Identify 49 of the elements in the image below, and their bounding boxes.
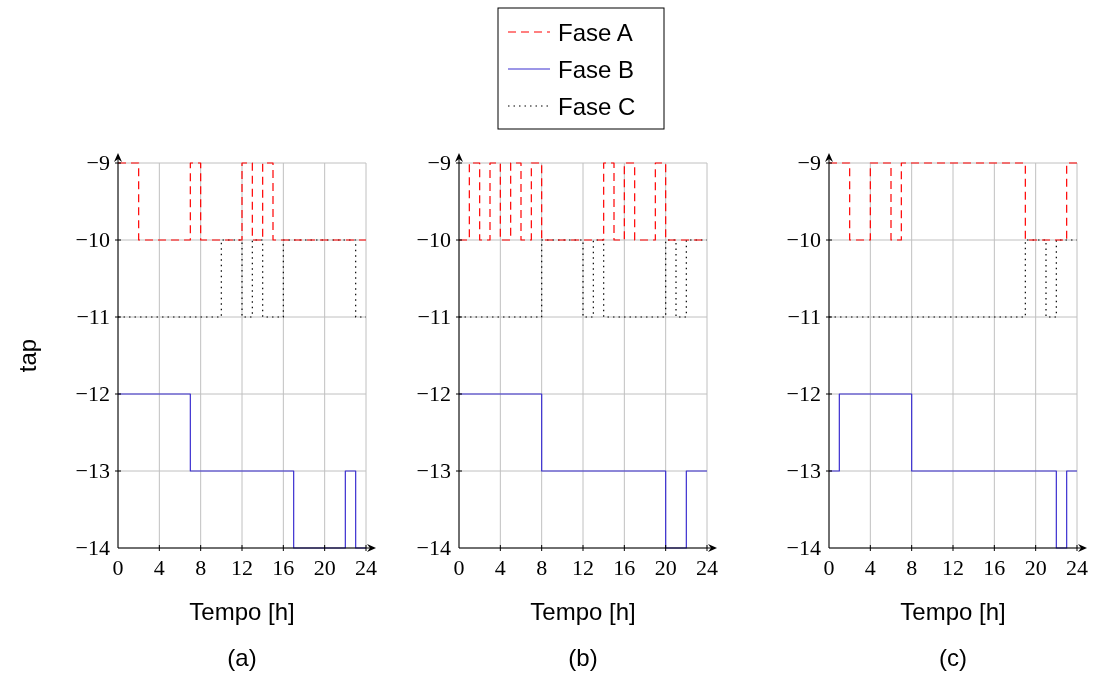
y-tick-label: −14: [416, 535, 451, 560]
x-tick-label: 4: [153, 555, 165, 580]
y-tick-label: −11: [76, 304, 110, 329]
text: (c): [939, 644, 967, 671]
x-tick-label: 16: [272, 555, 295, 580]
y-tick-label: −10: [786, 227, 821, 252]
x-tick-label: 20: [313, 555, 336, 580]
x-tick-label: 0: [112, 555, 124, 580]
x-tick-label: 4: [864, 555, 876, 580]
y-tick-label: −13: [416, 458, 451, 483]
x-tick-label: 0: [823, 555, 835, 580]
x-tick-label: 16: [983, 555, 1006, 580]
y-tick-label: −13: [75, 458, 110, 483]
text: (b): [568, 644, 598, 671]
x-tick-label: 12: [942, 555, 964, 580]
y-tick-label: −10: [75, 227, 110, 252]
x-tick-label: 8: [195, 555, 207, 580]
y-tick-label: −12: [416, 381, 451, 406]
x-tick-label: 12: [231, 555, 253, 580]
x-tick-label: 4: [494, 555, 506, 580]
y-tick-label: −13: [786, 458, 821, 483]
x-tick-label: 8: [906, 555, 918, 580]
y-tick-label: −9: [86, 150, 110, 175]
y-tick-label: −14: [786, 535, 821, 560]
x-tick-label: 16: [613, 555, 636, 580]
legend-label: Fase C: [558, 93, 636, 120]
y-tick-label: −11: [417, 304, 451, 329]
y-tick-label: −9: [427, 150, 451, 175]
x-axis-title: Tempo [h]: [900, 598, 1006, 625]
legend-label: Fase B: [558, 56, 635, 83]
x-tick-label: 24: [1066, 555, 1088, 580]
y-tick-label: −14: [75, 535, 110, 560]
y-tick-label: −9: [797, 150, 821, 175]
x-tick-label: 8: [536, 555, 548, 580]
text: (a): [227, 644, 257, 671]
y-tick-label: −12: [75, 381, 110, 406]
x-tick-label: 12: [572, 555, 594, 580]
x-tick-label: 0: [453, 555, 465, 580]
y-tick-label: −11: [787, 304, 821, 329]
x-tick-label: 24: [696, 555, 718, 580]
y-tick-label: −12: [786, 381, 821, 406]
x-tick-label: 20: [1024, 555, 1047, 580]
y-axis-title: tap: [14, 338, 41, 373]
x-axis-title: Tempo [h]: [189, 598, 295, 625]
y-tick-label: −10: [416, 227, 451, 252]
x-tick-label: 20: [654, 555, 677, 580]
legend-label: Fase A: [558, 19, 633, 46]
x-axis-title: Tempo [h]: [530, 598, 636, 625]
x-tick-label: 24: [355, 555, 377, 580]
